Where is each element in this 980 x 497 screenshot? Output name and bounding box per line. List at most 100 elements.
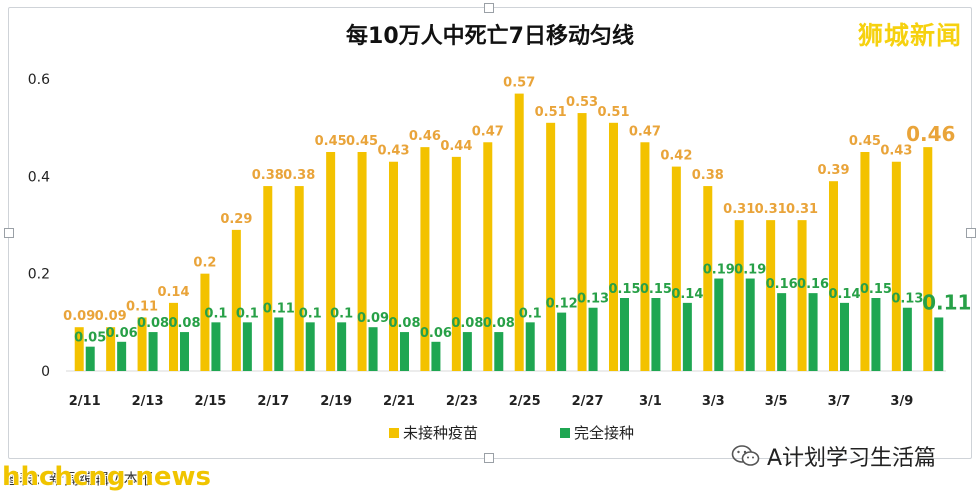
data-label-fully-vaccinated: 0.12 (546, 297, 578, 312)
bar-fully-vaccinated (274, 317, 284, 371)
wechat-icon (731, 444, 761, 468)
bar-unvaccinated (106, 327, 116, 371)
data-label-fully-vaccinated: 0.14 (828, 287, 860, 302)
bar-unvaccinated (546, 122, 556, 371)
data-label-fully-vaccinated: 0.08 (168, 316, 200, 331)
data-label-unvaccinated: 0.53 (566, 95, 598, 110)
bar-fully-vaccinated (211, 322, 221, 371)
data-label-fully-vaccinated: 0.13 (891, 292, 923, 307)
data-label-unvaccinated: 0.44 (440, 139, 472, 154)
data-label-fully-vaccinated: 0.11 (263, 301, 295, 316)
resize-handle-top[interactable] (484, 3, 494, 13)
bar-unvaccinated (263, 186, 273, 371)
x-tick-label: 2/27 (572, 394, 604, 409)
bar-fully-vaccinated (117, 341, 127, 371)
bar-fully-vaccinated (85, 346, 95, 371)
data-label-unvaccinated: 0.43 (880, 144, 912, 159)
bar-unvaccinated (200, 273, 210, 371)
data-label-unvaccinated: 0.38 (252, 168, 284, 183)
data-label-unvaccinated: 0.09 (63, 309, 95, 324)
bar-unvaccinated (640, 142, 650, 371)
x-tick-label: 2/25 (509, 394, 541, 409)
bar-unvaccinated (420, 147, 430, 371)
legend-swatch-fully-vaccinated (560, 428, 570, 438)
bar-fully-vaccinated (368, 327, 378, 371)
data-label-unvaccinated: 0.38 (283, 168, 315, 183)
x-tick-label: 3/5 (765, 394, 788, 409)
data-label-fully-vaccinated: 0.13 (577, 292, 609, 307)
data-label-fully-vaccinated: 0.06 (420, 326, 452, 341)
legend-label-fully-vaccinated: 完全接种 (574, 424, 634, 442)
data-label-unvaccinated: 0.43 (377, 144, 409, 159)
data-label-fully-vaccinated: 0.1 (299, 306, 322, 321)
data-label-fully-vaccinated: 0.1 (236, 306, 259, 321)
data-label-fully-vaccinated: 0.19 (703, 263, 735, 278)
bar-fully-vaccinated (871, 298, 881, 371)
bar-unvaccinated (294, 186, 304, 371)
wechat-watermark: A计划学习生活篇 (731, 440, 936, 472)
source-note: 图表：新闻编辑 / 本报 (4, 470, 154, 488)
data-label-unvaccinated: 0.57 (503, 76, 535, 91)
bar-fully-vaccinated (777, 293, 787, 371)
bar-unvaccinated (734, 220, 744, 371)
data-label-fully-vaccinated: 0.16 (797, 277, 829, 292)
data-label-unvaccinated: 0.47 (472, 124, 504, 139)
data-label-unvaccinated: 0.31 (786, 202, 818, 217)
bar-unvaccinated (671, 166, 681, 371)
x-tick-label: 3/1 (639, 394, 662, 409)
data-label-fully-vaccinated: 0.15 (640, 282, 672, 297)
bar-fully-vaccinated (620, 298, 629, 371)
bar-fully-vaccinated (242, 322, 252, 371)
bar-unvaccinated (797, 220, 807, 371)
bar-unvaccinated (231, 229, 241, 371)
bar-fully-vaccinated (682, 302, 692, 371)
data-label-fully-vaccinated: 0.14 (671, 287, 703, 302)
data-label-unvaccinated: 0.45 (346, 134, 378, 149)
data-label-unvaccinated: 0.45 (849, 134, 881, 149)
bar-fully-vaccinated (494, 332, 504, 371)
legend-swatch-unvaccinated (389, 428, 399, 438)
bar-fully-vaccinated (745, 278, 755, 371)
data-label-fully-vaccinated: 0.1 (519, 306, 542, 321)
resize-handle-bottom[interactable] (484, 453, 494, 463)
data-label-unvaccinated: 0.47 (629, 124, 661, 139)
data-label-fully-vaccinated: 0.08 (388, 316, 420, 331)
bar-fully-vaccinated (400, 332, 409, 371)
data-label-fully-vaccinated: 0.09 (357, 311, 389, 326)
data-label-unvaccinated: 0.29 (220, 212, 252, 227)
data-label-fully-vaccinated: 0.15 (608, 282, 640, 297)
data-label-fully-vaccinated: 0.16 (766, 277, 798, 292)
data-label-unvaccinated: 0.46 (906, 122, 955, 146)
bar-fully-vaccinated (525, 322, 535, 371)
bar-fully-vaccinated (588, 307, 598, 371)
x-tick-label: 3/3 (702, 394, 725, 409)
resize-handle-left[interactable] (4, 228, 14, 238)
bar-fully-vaccinated (714, 278, 724, 371)
bar-unvaccinated (703, 186, 713, 371)
y-tick-label: 0 (41, 364, 50, 380)
data-label-unvaccinated: 0.31 (723, 202, 755, 217)
bar-unvaccinated (451, 156, 461, 371)
data-label-fully-vaccinated: 0.05 (74, 331, 106, 346)
data-label-unvaccinated: 0.11 (126, 299, 158, 314)
bar-fully-vaccinated (431, 341, 441, 371)
data-label-fully-vaccinated: 0.08 (483, 316, 515, 331)
data-label-fully-vaccinated: 0.1 (330, 306, 353, 321)
bar-unvaccinated (74, 327, 84, 371)
x-tick-label: 3/7 (828, 394, 851, 409)
y-tick-label: 0.4 (28, 169, 50, 185)
data-label-fully-vaccinated: 0.08 (451, 316, 483, 331)
data-label-fully-vaccinated: 0.1 (204, 306, 227, 321)
resize-handle-right[interactable] (966, 228, 976, 238)
bar-unvaccinated (891, 161, 901, 371)
data-label-unvaccinated: 0.45 (315, 134, 347, 149)
data-label-unvaccinated: 0.51 (597, 105, 629, 120)
x-tick-label: 2/11 (69, 394, 101, 409)
bar-fully-vaccinated (840, 302, 849, 371)
bar-unvaccinated (357, 152, 367, 371)
data-label-unvaccinated: 0.31 (755, 202, 787, 217)
data-label-unvaccinated: 0.42 (660, 149, 692, 164)
bar-unvaccinated (829, 181, 838, 371)
bar-fully-vaccinated (337, 322, 347, 371)
chart-title: 每10万人中死亡7日移动匀线 (346, 24, 634, 49)
